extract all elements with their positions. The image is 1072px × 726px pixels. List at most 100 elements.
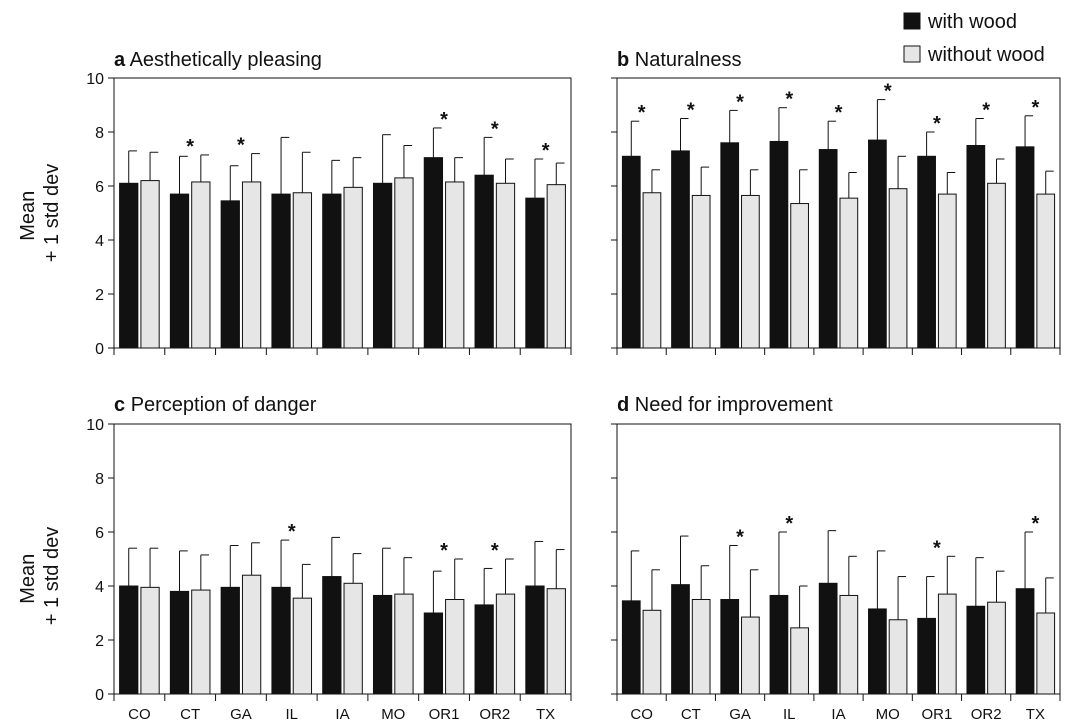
panel-letter: d bbox=[617, 394, 629, 416]
x-tick-label-ia: IA bbox=[831, 706, 845, 723]
significance-star: * bbox=[1031, 97, 1039, 119]
y-axis-label-line-2: + 1 std dev bbox=[41, 164, 63, 262]
y-tick-label: 8 bbox=[95, 125, 104, 142]
bar-with-wood-co bbox=[621, 600, 641, 695]
x-tick-label-co: CO bbox=[128, 706, 151, 723]
bar-without-wood-or1 bbox=[937, 593, 957, 695]
y-tick-label: 0 bbox=[95, 687, 104, 704]
bar-without-wood-tx bbox=[1036, 193, 1056, 349]
bar-with-wood-ct bbox=[169, 193, 190, 349]
x-tick-label-tx: TX bbox=[1026, 706, 1045, 723]
bar-without-wood-ga bbox=[241, 181, 262, 349]
bar-with-wood-ga bbox=[720, 599, 740, 695]
y-axis-label-line-2: + 1 std dev bbox=[41, 527, 63, 625]
y-axis-label-line-1: Mean bbox=[17, 554, 39, 604]
bar-with-wood-or2 bbox=[966, 145, 986, 349]
bar-without-wood-or2 bbox=[495, 182, 516, 349]
bar-with-wood-ia bbox=[818, 149, 838, 349]
bar-with-wood-ct bbox=[671, 584, 690, 695]
bar-with-wood-il bbox=[271, 193, 291, 349]
significance-star: * bbox=[638, 102, 646, 124]
bar-with-wood-or2 bbox=[966, 605, 986, 695]
y-tick-label: 2 bbox=[95, 633, 104, 650]
bar-without-wood-or1 bbox=[937, 193, 957, 349]
bar-with-wood-il bbox=[769, 594, 789, 695]
significance-star: * bbox=[785, 89, 793, 111]
bar-without-wood-ga bbox=[741, 194, 760, 349]
significance-star: * bbox=[542, 140, 550, 162]
bar-without-wood-ia bbox=[343, 186, 363, 349]
bar-with-wood-ia bbox=[818, 582, 838, 695]
bar-with-wood-tx bbox=[1015, 146, 1035, 349]
bar-without-wood-il bbox=[790, 627, 809, 695]
bar-with-wood-ga bbox=[720, 142, 740, 349]
y-tick-label: 4 bbox=[95, 579, 104, 596]
bar-without-wood-ct bbox=[191, 589, 211, 695]
bar-without-wood-or2 bbox=[495, 593, 516, 695]
x-tick-label-or1: OR1 bbox=[429, 706, 460, 723]
significance-star: * bbox=[736, 91, 744, 113]
bar-without-wood-mo bbox=[888, 619, 908, 695]
bar-with-wood-or2 bbox=[474, 604, 494, 695]
panel-letter: a bbox=[114, 49, 126, 71]
x-tick-label-il: IL bbox=[783, 706, 796, 723]
bar-without-wood-co bbox=[642, 609, 662, 695]
legend-swatch-with-wood bbox=[903, 12, 921, 30]
panel-b-naturalness: b Naturalness * * * * * * * * * bbox=[611, 49, 1061, 355]
y-axis-label-top: Mean + 1 std dev bbox=[17, 164, 63, 262]
bar-without-wood-ia bbox=[343, 582, 363, 695]
bar-with-wood-ga bbox=[220, 200, 240, 349]
bar-with-wood-ct bbox=[169, 590, 190, 695]
bar-without-wood-ct bbox=[691, 194, 711, 349]
panel-title: d Need for improvement bbox=[617, 394, 833, 416]
y-axis-label-line-1: Mean bbox=[17, 191, 39, 241]
bar-without-wood-ia bbox=[839, 197, 859, 349]
bar-with-wood-tx bbox=[525, 585, 545, 695]
x-tick-label-ct: CT bbox=[681, 706, 701, 723]
plot-frame bbox=[113, 77, 572, 349]
significance-star: * bbox=[440, 540, 448, 562]
bar-without-wood-co bbox=[140, 180, 160, 349]
bar-with-wood-ia bbox=[322, 576, 342, 695]
x-tick-label-co: CO bbox=[630, 706, 653, 723]
legend: with wood without wood bbox=[903, 11, 1045, 66]
bar-with-wood-or1 bbox=[423, 612, 444, 695]
panel-title-text: Naturalness bbox=[635, 49, 742, 71]
bar-without-wood-or1 bbox=[445, 599, 465, 695]
plot-frame bbox=[616, 77, 1061, 349]
bar-without-wood-mo bbox=[394, 593, 414, 695]
legend-swatch-without-wood bbox=[903, 45, 921, 63]
x-tick-label-tx: TX bbox=[536, 706, 555, 723]
significance-star: * bbox=[835, 102, 843, 124]
bar-without-wood-mo bbox=[394, 177, 414, 349]
bar-with-wood-ia bbox=[322, 193, 342, 349]
x-tick-label-or2: OR2 bbox=[479, 706, 510, 723]
bar-with-wood-mo bbox=[372, 182, 393, 349]
y-axis-label-bottom: Mean + 1 std dev bbox=[17, 527, 63, 625]
x-tick-label-ga: GA bbox=[729, 706, 751, 723]
bar-without-wood-il bbox=[790, 203, 809, 349]
y-tick-label: 4 bbox=[95, 233, 104, 250]
significance-star: * bbox=[440, 109, 448, 131]
y-tick-label: 0 bbox=[95, 341, 104, 358]
bar-without-wood-ia bbox=[839, 594, 859, 695]
bar-without-wood-tx bbox=[546, 184, 566, 349]
bar-with-wood-or1 bbox=[917, 155, 936, 349]
significance-star: * bbox=[1031, 513, 1039, 535]
significance-star: * bbox=[785, 513, 793, 535]
plot-frame bbox=[616, 423, 1061, 695]
panel-a-aesthetically-pleasing: a Aesthetically pleasing 0 2 4 6 8 10 * * * * * bbox=[86, 49, 572, 358]
significance-star: * bbox=[186, 136, 194, 158]
bar-without-wood-ga bbox=[741, 616, 760, 695]
panel-letter: c bbox=[114, 394, 125, 416]
x-tick-label-or2: OR2 bbox=[971, 706, 1002, 723]
panel-d-need-for-improvement: d Need for improvement CO CT * GA * IL IA MO * OR… bbox=[611, 394, 1061, 723]
y-tick-label: 10 bbox=[86, 417, 104, 434]
significance-star: * bbox=[933, 113, 941, 135]
bar-without-wood-mo bbox=[888, 188, 908, 349]
panel-c-perception-of-danger: c Perception of danger 0 2 4 6 8 10 CO CT GA * IL I… bbox=[86, 394, 572, 723]
bar-with-wood-or1 bbox=[917, 617, 936, 695]
panel-title-text: Need for improvement bbox=[635, 394, 833, 416]
significance-star: * bbox=[491, 118, 499, 140]
